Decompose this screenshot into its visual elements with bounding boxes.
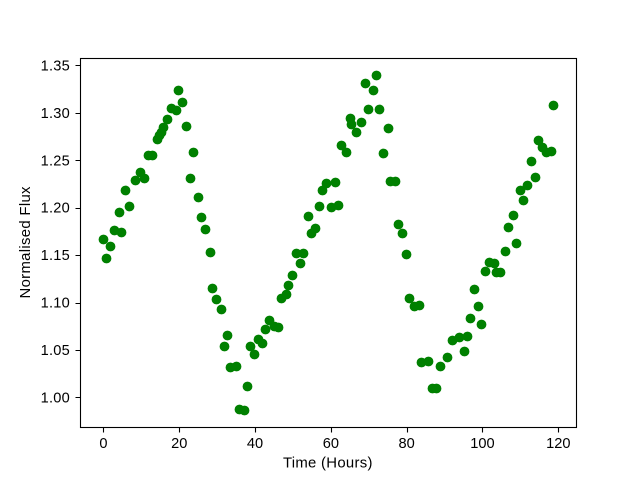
svg-text:Normalised Flux: Normalised Flux xyxy=(18,186,34,299)
svg-text:60: 60 xyxy=(323,436,339,452)
svg-text:1.20: 1.20 xyxy=(41,201,70,217)
svg-text:100: 100 xyxy=(470,436,494,452)
svg-text:20: 20 xyxy=(171,436,187,452)
svg-text:1.10: 1.10 xyxy=(41,296,70,312)
svg-text:1.35: 1.35 xyxy=(41,59,70,75)
svg-text:Time (Hours): Time (Hours) xyxy=(283,456,373,472)
svg-text:1.25: 1.25 xyxy=(41,153,70,169)
svg-text:0: 0 xyxy=(99,436,107,452)
svg-text:80: 80 xyxy=(399,436,415,452)
svg-text:1.05: 1.05 xyxy=(41,343,70,359)
svg-text:40: 40 xyxy=(247,436,263,452)
svg-text:1.30: 1.30 xyxy=(41,106,70,122)
svg-text:120: 120 xyxy=(546,436,570,452)
svg-text:1.00: 1.00 xyxy=(41,390,70,406)
svg-text:1.15: 1.15 xyxy=(41,248,70,264)
